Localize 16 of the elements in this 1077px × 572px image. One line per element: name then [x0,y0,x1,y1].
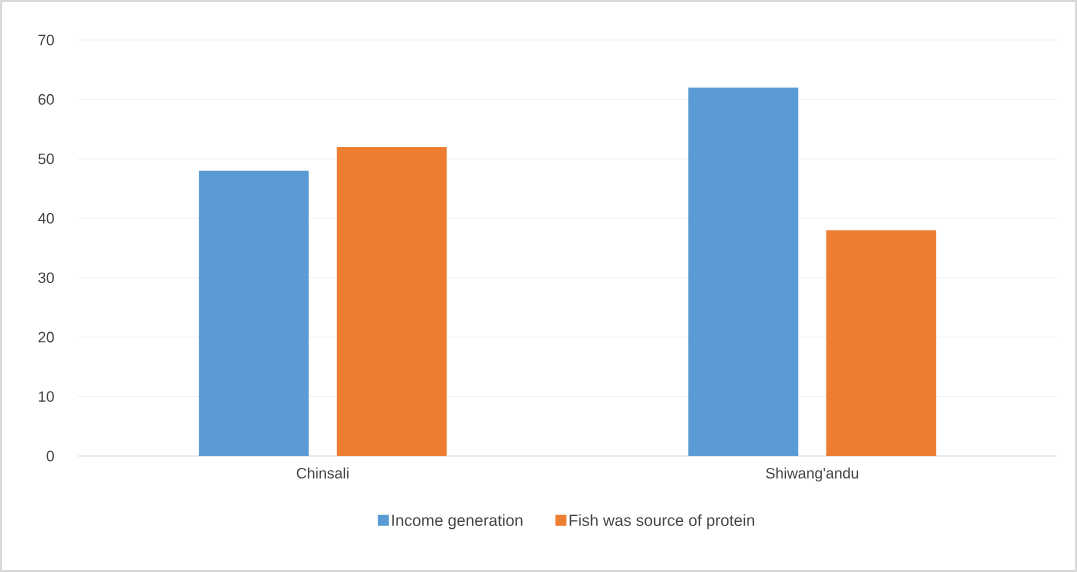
bar [826,230,937,456]
x-tick-label: Shiwang'andu [766,467,859,482]
y-tick-label: 30 [38,272,54,284]
y-tick-label: 20 [38,331,54,343]
y-tick-label: 0 [46,450,54,462]
legend-label: Income generation [392,514,523,530]
legend-label: Fish was source of protein [569,514,755,530]
y-tick-label: 10 [38,391,54,402]
x-tick-label: Chinsali [296,467,349,479]
y-tick-label: 50 [38,153,54,165]
bar [198,170,309,456]
y-tick-label: 70 [38,34,54,46]
bar [336,146,447,456]
bar [688,87,799,456]
y-tick-label: 40 [38,212,54,224]
y-tick-label: 60 [38,94,54,105]
